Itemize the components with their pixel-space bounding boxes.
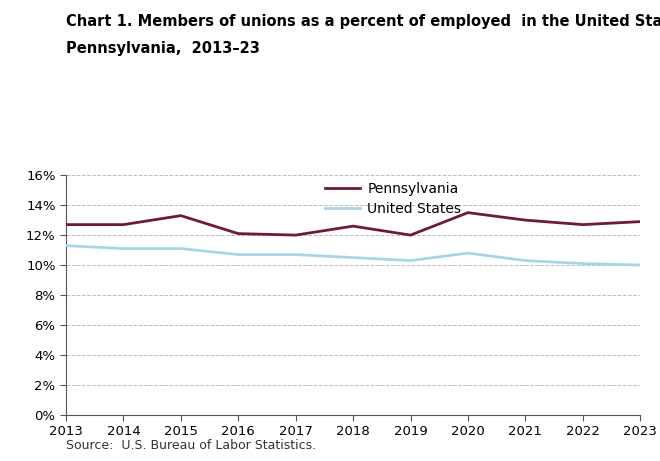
Line: United States: United States bbox=[66, 246, 640, 265]
Text: Source:  U.S. Bureau of Labor Statistics.: Source: U.S. Bureau of Labor Statistics. bbox=[66, 439, 316, 452]
United States bbox=[292, 252, 300, 257]
United States bbox=[349, 255, 357, 260]
Pennsylvania bbox=[349, 224, 357, 229]
United States bbox=[177, 246, 185, 251]
Pennsylvania bbox=[119, 222, 127, 227]
Pennsylvania bbox=[292, 232, 300, 238]
Pennsylvania bbox=[464, 210, 472, 215]
Pennsylvania bbox=[636, 219, 644, 225]
Text: Pennsylvania,  2013–23: Pennsylvania, 2013–23 bbox=[66, 41, 260, 57]
Legend: Pennsylvania, United States: Pennsylvania, United States bbox=[325, 182, 461, 216]
Pennsylvania bbox=[579, 222, 587, 227]
Text: Chart 1. Members of unions as a percent of employed  in the United States and: Chart 1. Members of unions as a percent … bbox=[66, 14, 660, 29]
United States bbox=[464, 250, 472, 256]
Line: Pennsylvania: Pennsylvania bbox=[66, 213, 640, 235]
Pennsylvania bbox=[62, 222, 70, 227]
Pennsylvania bbox=[521, 217, 529, 223]
United States bbox=[234, 252, 242, 257]
United States bbox=[579, 261, 587, 266]
United States bbox=[119, 246, 127, 251]
Pennsylvania bbox=[407, 232, 414, 238]
United States bbox=[62, 243, 70, 248]
United States bbox=[521, 258, 529, 263]
United States bbox=[407, 258, 414, 263]
Pennsylvania bbox=[234, 231, 242, 236]
United States bbox=[636, 262, 644, 268]
Pennsylvania bbox=[177, 213, 185, 219]
